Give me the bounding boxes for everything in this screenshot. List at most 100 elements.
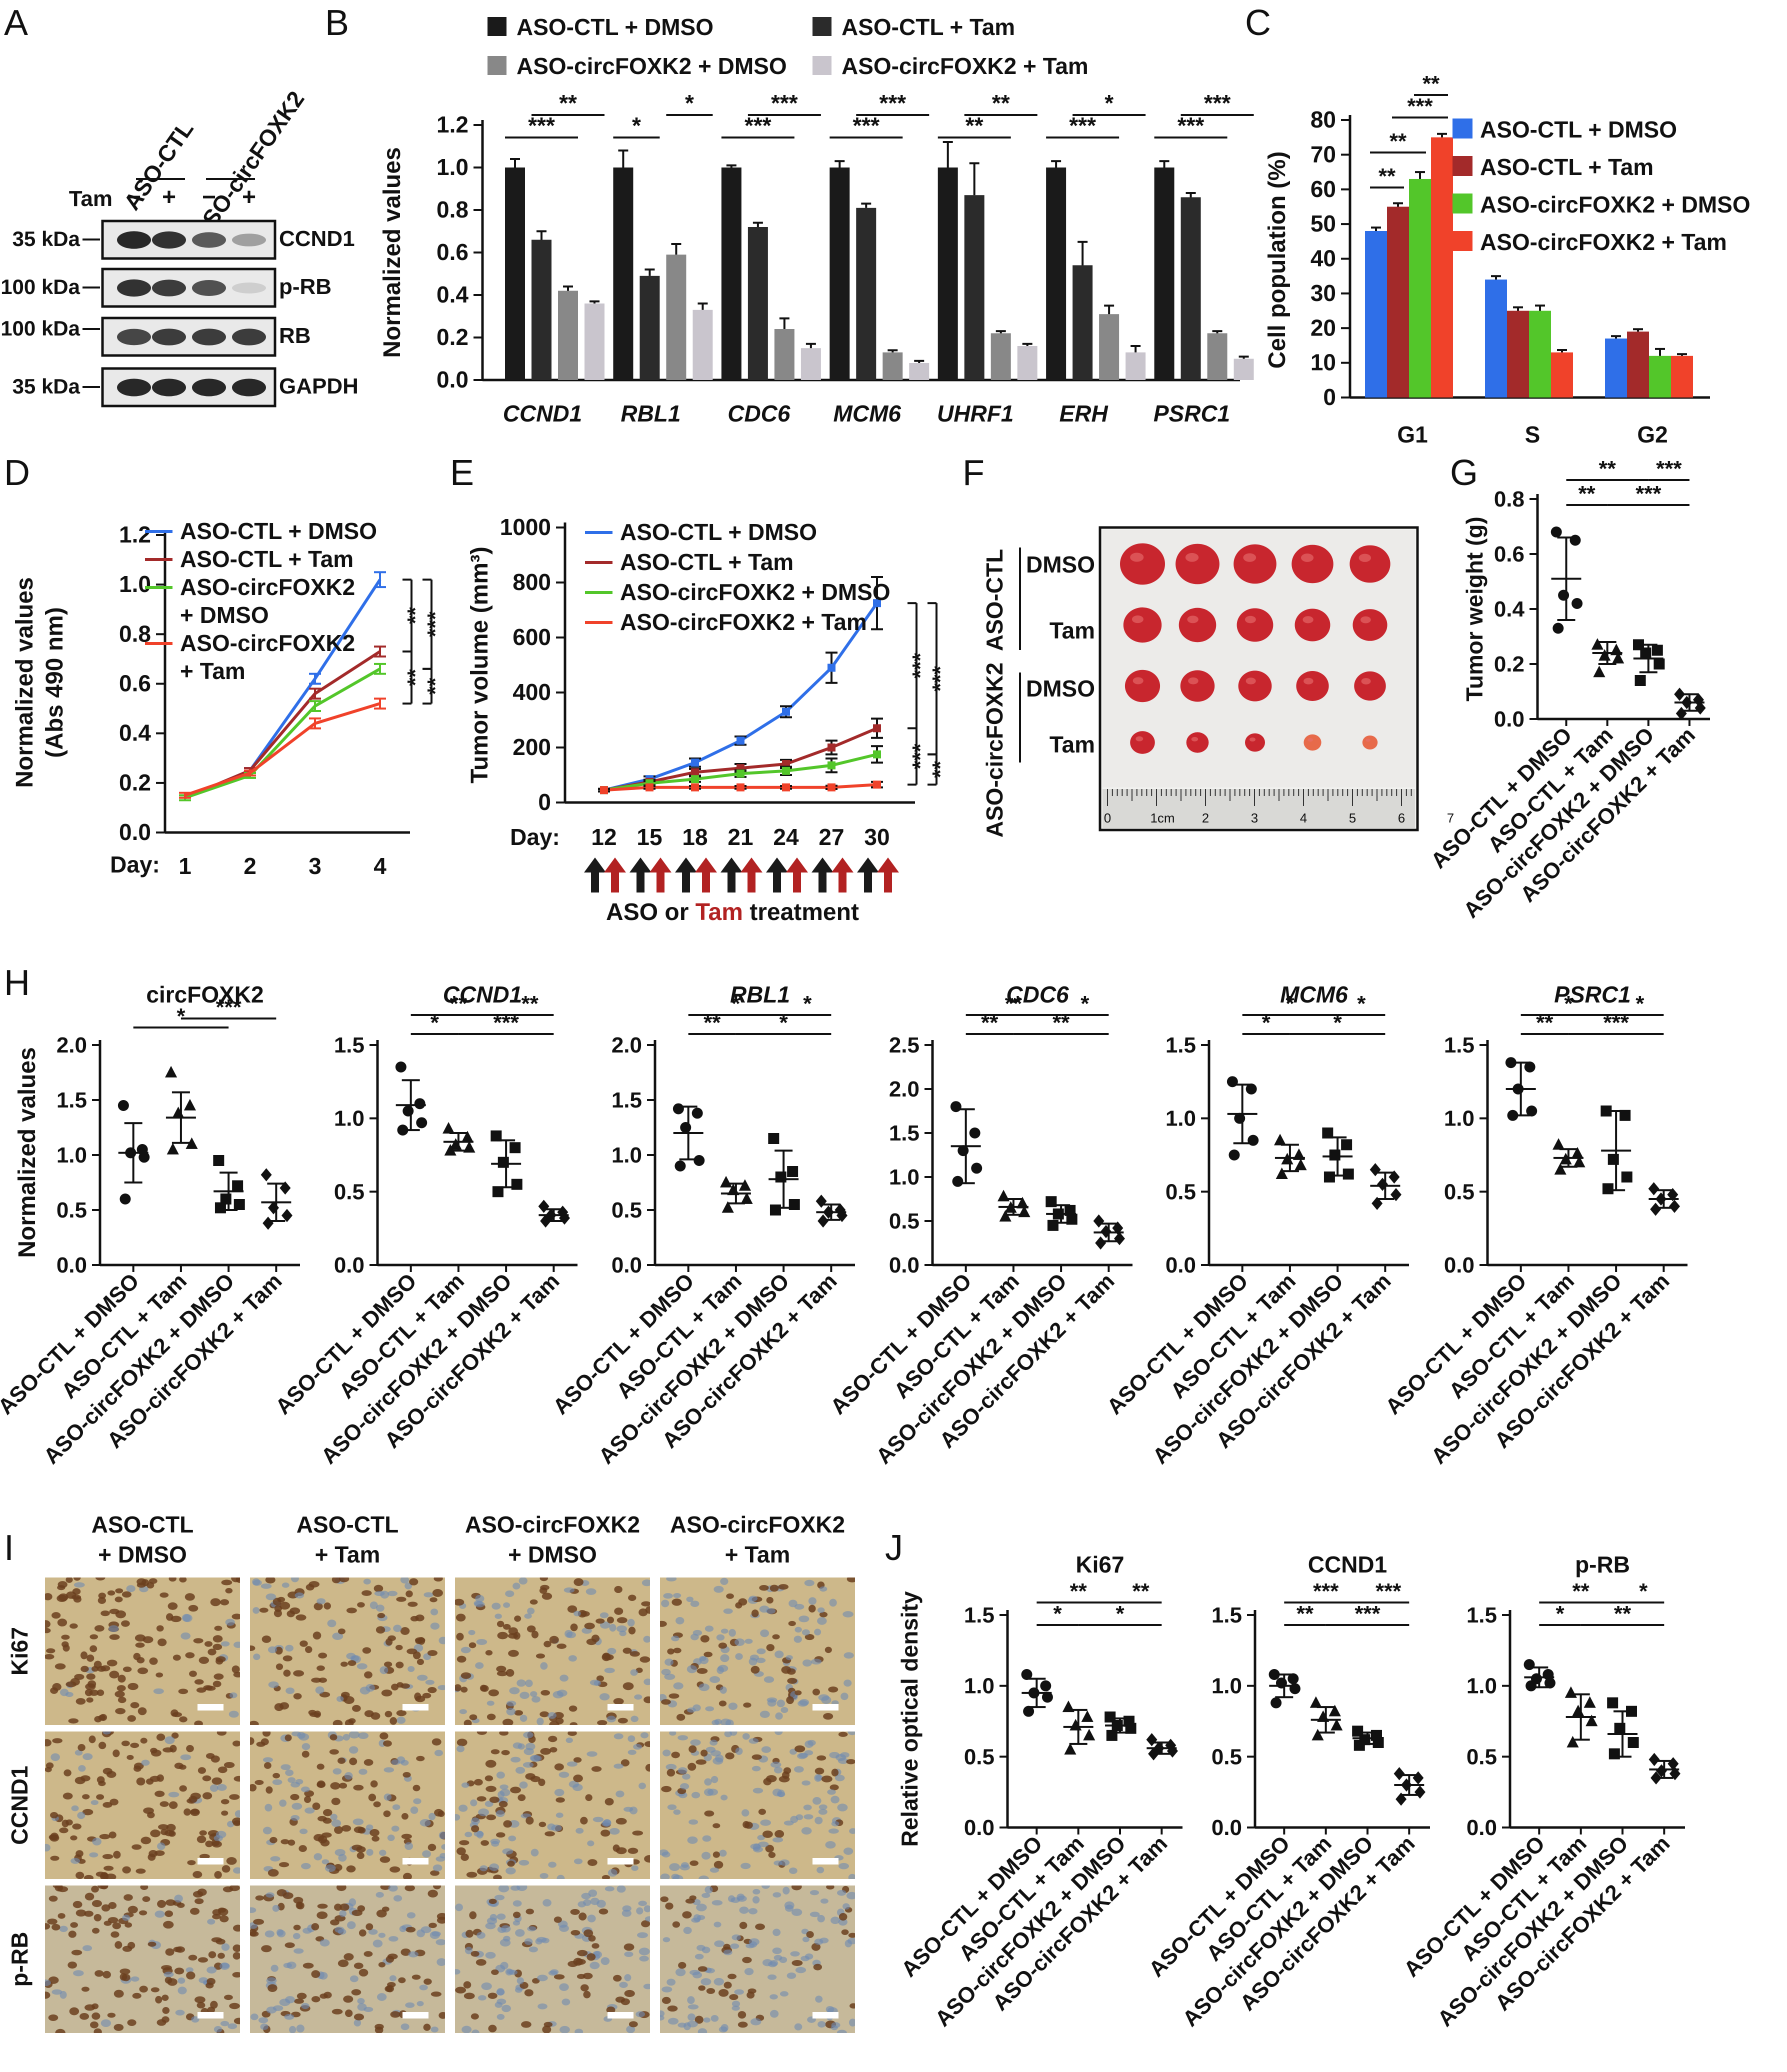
tumor-highlight xyxy=(1132,615,1144,624)
x-tick-label: ASO-circFOXK2 + DMSO xyxy=(39,1268,239,1468)
nucleus xyxy=(108,1625,119,1632)
y-tick-label: 0.5 xyxy=(889,1209,920,1234)
nucleus xyxy=(566,1738,573,1744)
nucleus xyxy=(566,1761,578,1767)
nucleus xyxy=(262,1826,272,1834)
nucleus xyxy=(730,1732,738,1736)
legend-swatch xyxy=(1452,194,1472,214)
nucleus xyxy=(760,1629,770,1638)
nucleus xyxy=(808,1604,816,1613)
nucleus xyxy=(770,1994,778,2000)
nucleus xyxy=(496,1666,506,1672)
nucleus xyxy=(643,1636,650,1643)
nucleus xyxy=(190,1808,200,1816)
nucleus xyxy=(772,1634,780,1640)
data-point xyxy=(1083,1728,1096,1740)
nucleus xyxy=(476,1732,487,1735)
nucleus xyxy=(84,1874,94,1879)
nucleus xyxy=(476,1796,486,1802)
tumor-photo-panel: 0 1cm 2 3 4 5 6 7DMSOTamDMSOTamASO-CTLASO-circF… xyxy=(982,526,1454,838)
data-point xyxy=(828,761,836,770)
nucleus xyxy=(568,1705,578,1712)
y-tick-label: 400 xyxy=(512,679,551,705)
nucleus xyxy=(526,1816,534,1825)
nucleus xyxy=(61,1641,69,1648)
nucleus xyxy=(486,1714,496,1720)
nucleus xyxy=(332,1632,344,1640)
nucleus xyxy=(283,1962,292,1968)
data-point xyxy=(873,724,881,732)
nucleus xyxy=(406,1912,416,1918)
nucleus xyxy=(434,1578,443,1582)
bar xyxy=(640,276,660,380)
nucleus xyxy=(73,1970,84,1976)
nucleus xyxy=(262,1757,273,1762)
bar xyxy=(1387,206,1409,398)
nucleus xyxy=(850,2003,855,2009)
nucleus xyxy=(70,1922,78,1928)
nucleus xyxy=(290,1815,300,1821)
tam-sign: − xyxy=(127,184,141,210)
data-point xyxy=(1572,1704,1584,1716)
nucleus xyxy=(162,1747,174,1753)
nucleus xyxy=(644,1855,650,1863)
aso-arrow-icon xyxy=(584,858,606,892)
nucleus xyxy=(212,1914,221,1920)
micrograph xyxy=(660,1886,855,2033)
data-point xyxy=(1093,1214,1104,1228)
nucleus xyxy=(751,1609,759,1618)
nucleus xyxy=(590,1962,600,1970)
chart-title: CCND1 xyxy=(443,982,522,1008)
tumor-highlight xyxy=(1304,678,1314,684)
nucleus xyxy=(786,1655,793,1660)
nucleus xyxy=(324,1864,336,1872)
data-point xyxy=(442,1122,455,1134)
nucleus xyxy=(573,1757,582,1763)
nucleus xyxy=(45,1628,51,1634)
nucleus xyxy=(698,1985,706,1991)
scale-bar xyxy=(608,2012,634,2018)
nucleus xyxy=(588,1935,596,1942)
chart-title: p-RB xyxy=(1575,1552,1630,1578)
nucleus xyxy=(80,1666,89,1672)
data-point xyxy=(950,1101,962,1112)
nucleus xyxy=(392,1804,400,1810)
nucleus xyxy=(506,1708,516,1716)
nucleus xyxy=(530,1848,539,1856)
nucleus xyxy=(377,1612,386,1618)
nucleus xyxy=(710,1867,720,1873)
nucleus xyxy=(266,1977,277,1984)
nucleus xyxy=(102,1970,111,1978)
nucleus xyxy=(755,1924,765,1930)
nucleus xyxy=(182,1614,191,1622)
nucleus xyxy=(750,1666,760,1674)
nucleus xyxy=(505,1590,514,1598)
nucleus xyxy=(304,1796,312,1804)
group-label: ASO-CTL xyxy=(982,549,1008,651)
nucleus xyxy=(592,1816,604,1822)
nucleus xyxy=(109,1634,120,1640)
nucleus xyxy=(163,1920,174,1929)
nucleus xyxy=(512,1742,522,1749)
scale-bar xyxy=(608,1704,634,1710)
data-point xyxy=(165,1066,178,1078)
data-point xyxy=(1620,1110,1631,1121)
y-axis-label: Normalized values xyxy=(14,1047,40,1258)
nucleus xyxy=(347,1921,356,1930)
nucleus xyxy=(568,1655,577,1662)
tumor xyxy=(1178,608,1216,642)
nucleus xyxy=(538,1822,546,1828)
nucleus xyxy=(503,1602,510,1608)
nucleus xyxy=(297,1732,306,1739)
y-tick-label: 0.0 xyxy=(1444,1253,1474,1278)
micrograph xyxy=(250,1732,445,1879)
ruler-label: 1cm xyxy=(1150,810,1174,826)
data-point xyxy=(1095,1236,1106,1250)
nucleus xyxy=(624,1974,632,1982)
nucleus xyxy=(619,1630,626,1636)
nucleus xyxy=(530,1691,538,1697)
nucleus xyxy=(58,1913,66,1919)
data-point xyxy=(952,1176,964,1187)
tumor xyxy=(1296,671,1329,701)
